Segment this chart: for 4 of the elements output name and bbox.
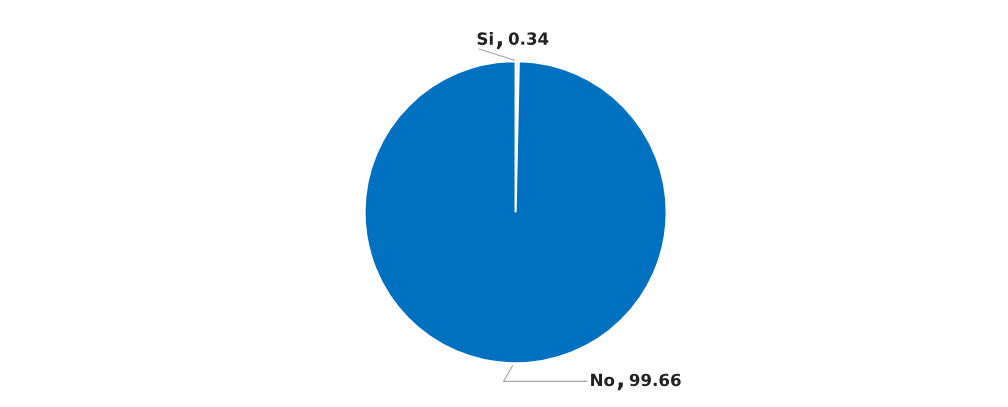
slice-label: Si	[477, 32, 493, 45]
data-label: 99.66	[629, 373, 681, 387]
data-label: 0.34	[508, 32, 549, 45]
slice-label: No	[591, 373, 615, 387]
